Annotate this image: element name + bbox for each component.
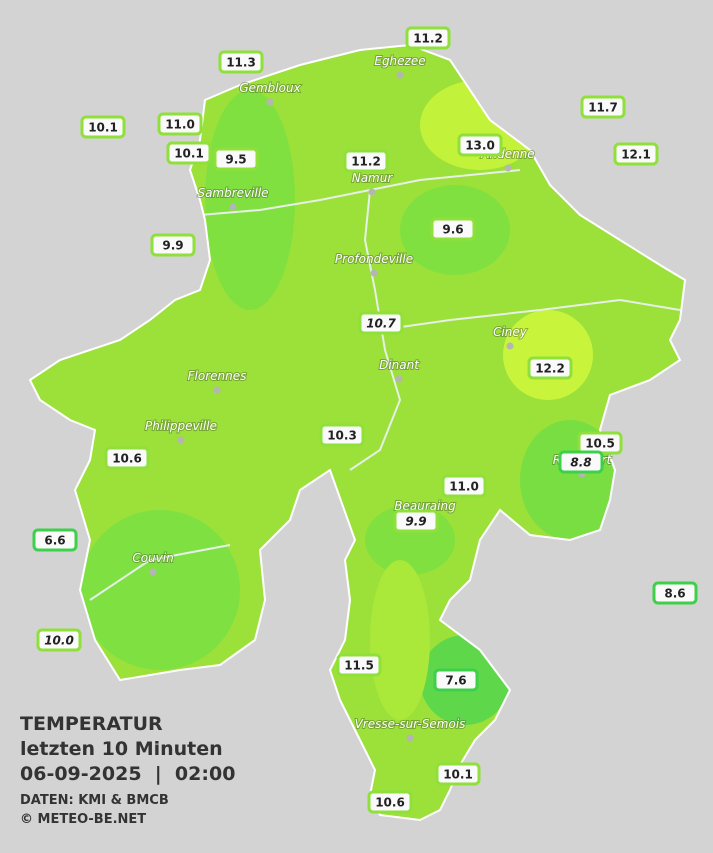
station-value: 10.5 [585,437,615,451]
station-value: 10.7 [366,317,396,331]
town-label: Gembloux [239,81,301,95]
station-box [435,762,481,786]
station-value: 9.6 [442,223,463,237]
station-box [580,95,626,119]
town-dot [406,734,414,742]
station-box [218,50,264,74]
station-value: 9.5 [225,153,246,167]
station-box [405,26,451,50]
station-box [213,147,259,171]
station-box [652,581,698,605]
town-label: Couvin [132,551,173,565]
station-value: 10.3 [327,429,357,443]
station-box [32,528,78,552]
subtitle: letzten 10 Minuten [20,738,223,760]
station-box [157,112,203,136]
station-box [433,668,479,692]
station-value: 10.6 [375,796,405,810]
town-label: Florennes [188,369,247,383]
town-dot [504,164,512,172]
station-box [336,653,382,677]
station-value: 11.0 [165,118,195,132]
source: DATEN: KMI & BMCB [20,793,169,808]
town-label: Eghezee [374,54,425,68]
station-box [319,423,365,447]
station-value: 9.9 [162,239,183,253]
station-box [36,628,82,652]
station-box [150,233,196,257]
station-value: 12.1 [621,148,651,162]
station-value: 13.0 [465,139,495,153]
station-box [358,311,404,335]
town-dot [177,436,185,444]
town-dot [149,568,157,576]
station-value: 10.1 [443,768,473,782]
town-dot [368,188,376,196]
station-box [457,133,503,157]
station-value: 9.9 [405,515,426,529]
station-value: 11.3 [226,56,256,70]
town-dot [395,375,403,383]
station-value: 11.7 [588,101,618,115]
town-dot [506,342,514,350]
station-value: 10.1 [88,121,118,135]
station-box [558,450,604,474]
station-value: 11.0 [449,480,479,494]
datetime: 06-09-2025 | 02:00 [20,763,235,785]
station-value: 11.2 [351,155,381,169]
station-value: 12.2 [535,362,565,376]
station-value: 10.1 [174,147,204,161]
station-value: 11.2 [413,32,443,46]
station-box [430,217,476,241]
town-label: Profondeville [335,252,413,266]
station-box [104,446,150,470]
town-label: Sambreville [197,186,268,200]
station-box [80,115,126,139]
station-box [343,149,389,173]
town-dot [396,71,404,79]
station-value: 7.6 [445,674,466,688]
town-dot [370,269,378,277]
title: TEMPERATUR [20,713,163,735]
station-box [393,509,439,533]
town-dot [266,98,274,106]
town-dot [213,386,221,394]
town-label: Vresse-sur-Semois [355,717,466,731]
station-value: 11.5 [344,659,374,673]
town-label: Ciney [493,325,528,339]
town-dot [229,203,237,211]
station-box [441,474,487,498]
town-label: Philippeville [145,419,217,433]
station-box [166,141,212,165]
station-box [527,356,573,380]
station-value: 10.6 [112,452,142,466]
town-label: Dinant [379,358,420,372]
station-value: 8.8 [570,456,591,470]
station-box [613,142,659,166]
station-box [367,790,413,814]
station-value: 10.0 [44,634,74,648]
station-value: 6.6 [44,534,65,548]
town-label: Namur [352,171,394,185]
copyright: © METEO-BE.NET [20,812,146,827]
station-value: 8.6 [664,587,685,601]
